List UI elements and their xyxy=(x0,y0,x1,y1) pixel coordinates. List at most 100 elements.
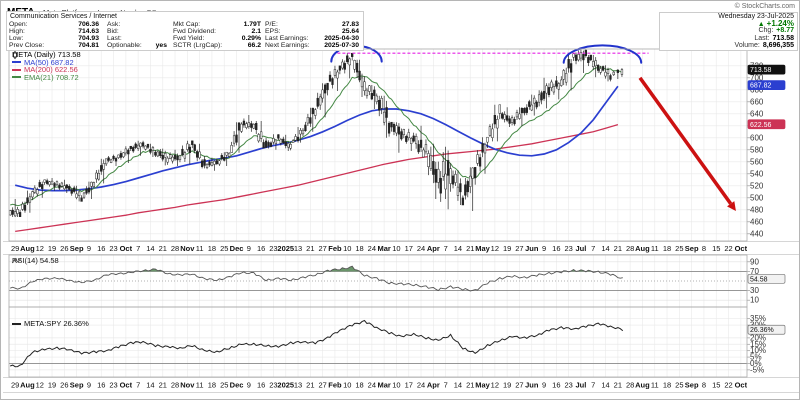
date-axis-top: 29 Aug 12 19 26 Sep 9 16 23 Oct 7 14 21 28 Nov 11 18 25 De… xyxy=(11,244,748,253)
quote-value: 25.64 xyxy=(341,28,359,35)
svg-text:25: 25 xyxy=(220,244,228,253)
svg-text:14: 14 xyxy=(601,381,609,390)
svg-text:8: 8 xyxy=(702,244,706,253)
svg-text:540: 540 xyxy=(750,169,764,178)
svg-text:Oct: Oct xyxy=(735,381,748,390)
svg-text:29: 29 xyxy=(11,381,19,390)
quote-label: Ask: xyxy=(107,21,121,28)
svg-text:20%: 20% xyxy=(750,333,766,342)
ratio-value-box: 26.36% xyxy=(747,324,786,335)
quote-value: 66.2 xyxy=(247,42,261,49)
svg-text:16: 16 xyxy=(257,244,265,253)
svg-text:11: 11 xyxy=(651,244,659,253)
quote-grid: Open: 706.36 Ask: Mkt Cap: 1.79T P/E: 27.83 Hig… xyxy=(7,21,363,49)
quote-row: Prev Close: 704.81 Optionable: yes SCTR (Lrg… xyxy=(7,42,363,49)
quote-value: 27.83 xyxy=(341,21,359,28)
legend-label: RSI(14) 54.58 xyxy=(12,256,59,265)
quote-label: High: xyxy=(9,28,25,35)
summary-rows: Chg: +8.77 Last: 713.58 Volume: 8,696,355 xyxy=(660,27,797,49)
svg-text:10: 10 xyxy=(750,296,759,305)
candlestick-icon xyxy=(13,51,17,59)
svg-text:16: 16 xyxy=(552,381,560,390)
svg-text:28: 28 xyxy=(626,381,634,390)
svg-text:17: 17 xyxy=(405,244,413,253)
svg-text:23: 23 xyxy=(269,381,277,390)
svg-text:9: 9 xyxy=(87,244,91,253)
svg-text:9: 9 xyxy=(87,381,91,390)
summary-label: Volume: xyxy=(734,41,760,49)
indicator-icon xyxy=(12,257,21,264)
svg-text:Feb: Feb xyxy=(328,244,342,253)
summary-row: Last: 713.58 xyxy=(660,35,797,42)
svg-text:23: 23 xyxy=(109,244,117,253)
svg-text:19: 19 xyxy=(503,381,511,390)
svg-text:16: 16 xyxy=(97,381,105,390)
svg-text:23: 23 xyxy=(564,381,572,390)
svg-text:580: 580 xyxy=(750,145,764,154)
svg-text:15%: 15% xyxy=(750,340,766,349)
svg-text:480: 480 xyxy=(750,205,764,214)
legend-label: META:SPY 26.36% xyxy=(24,319,89,328)
ratio-panel xyxy=(10,319,624,368)
svg-text:10: 10 xyxy=(343,244,351,253)
svg-text:Oct: Oct xyxy=(120,381,133,390)
svg-text:500: 500 xyxy=(750,193,764,202)
quote-row: Open: 706.36 Ask: Mkt Cap: 1.79T P/E: 27.83 xyxy=(7,21,363,28)
quote-box: Communication Services / Internet Open: 7… xyxy=(6,11,364,51)
quote-label: Open: xyxy=(9,21,28,28)
quote-value: 0.29% xyxy=(241,35,261,42)
svg-text:19: 19 xyxy=(503,244,511,253)
ratio-legend: META:SPY 26.36% xyxy=(12,320,89,328)
svg-text:520: 520 xyxy=(750,181,764,190)
svg-text:Oct: Oct xyxy=(120,244,133,253)
quote-value: yes xyxy=(155,42,167,49)
svg-text:13: 13 xyxy=(294,244,302,253)
svg-text:10: 10 xyxy=(343,381,351,390)
legend-item: MA(200) 622.56 xyxy=(12,66,81,74)
svg-text:660: 660 xyxy=(750,97,764,106)
svg-text:5%: 5% xyxy=(750,353,762,362)
svg-text:19: 19 xyxy=(48,244,56,253)
svg-text:26.36%: 26.36% xyxy=(750,327,774,334)
svg-text:23: 23 xyxy=(269,244,277,253)
svg-text:27: 27 xyxy=(318,381,326,390)
svg-text:19: 19 xyxy=(48,381,56,390)
legend-item: META (Daily) 713.58 xyxy=(12,51,81,59)
legend-item: MA(50) 687.82 xyxy=(12,57,81,67)
svg-text:9: 9 xyxy=(542,381,546,390)
svg-text:26: 26 xyxy=(60,244,68,253)
ratio-line xyxy=(10,319,624,368)
quote-value: 704.93 xyxy=(78,35,99,42)
svg-text:Apr: Apr xyxy=(427,381,440,390)
change-row: ▲ +1.24% xyxy=(660,20,797,29)
quote-label: Bid: xyxy=(107,28,119,35)
legend-label: MA(50) 687.82 xyxy=(24,57,74,67)
svg-text:713.58: 713.58 xyxy=(750,67,772,74)
svg-text:7: 7 xyxy=(136,381,140,390)
legend-item: RSI(14) 54.58 xyxy=(12,257,59,265)
quote-value: 714.63 xyxy=(78,28,99,35)
quote-label: Prev Close: xyxy=(9,42,45,49)
panel-borders xyxy=(8,48,748,378)
svg-text:24: 24 xyxy=(417,381,425,390)
svg-text:8: 8 xyxy=(702,381,706,390)
copyright-text: © StockCharts.com xyxy=(734,3,795,10)
svg-text:Oct: Oct xyxy=(735,244,748,253)
svg-text:24: 24 xyxy=(417,244,425,253)
quote-value: 706.36 xyxy=(78,21,99,28)
svg-text:18: 18 xyxy=(208,381,216,390)
price-candles xyxy=(9,49,624,217)
ma200-line xyxy=(15,123,619,233)
svg-text:Nov: Nov xyxy=(180,381,195,390)
svg-text:18: 18 xyxy=(663,381,671,390)
rsi-line xyxy=(10,265,623,292)
summary-value: 8,696,355 xyxy=(762,41,794,49)
grid xyxy=(9,49,747,377)
svg-text:18: 18 xyxy=(355,244,363,253)
svg-text:27: 27 xyxy=(515,381,523,390)
svg-text:27: 27 xyxy=(515,244,523,253)
line-swatch-icon xyxy=(12,322,21,325)
svg-text:16: 16 xyxy=(97,244,105,253)
